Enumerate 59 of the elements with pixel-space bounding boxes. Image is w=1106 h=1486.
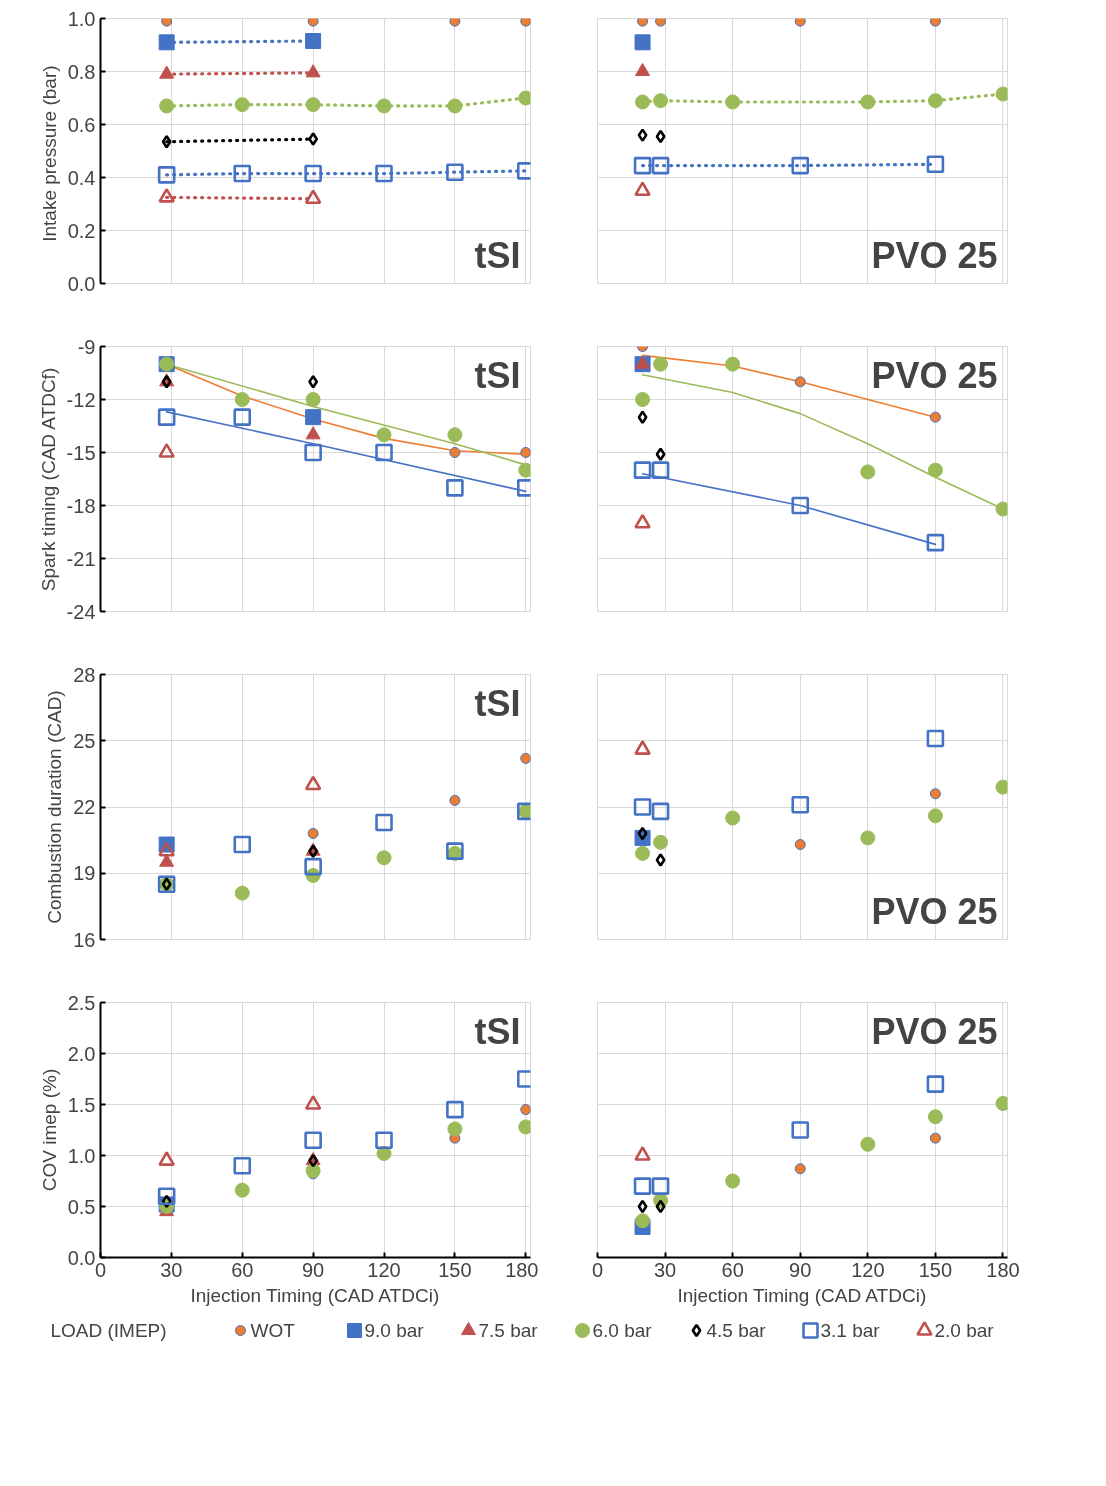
legend-label: 9.0 bar bbox=[364, 1320, 425, 1341]
y-tick-label: 0.0 bbox=[67, 1246, 96, 1269]
x-tick-label: 180 bbox=[505, 1258, 539, 1281]
y-tick-label: 0.8 bbox=[67, 60, 96, 83]
legend-label: 7.5 bar bbox=[478, 1320, 539, 1341]
y-tick-label: 25 bbox=[73, 729, 96, 752]
x-tick-label: 30 bbox=[160, 1258, 183, 1281]
x-tick-label: 90 bbox=[789, 1258, 812, 1281]
y-tick-label: -24 bbox=[66, 600, 96, 623]
y-tick-label: 0.4 bbox=[67, 166, 96, 189]
annotation: PVO 25 bbox=[871, 354, 998, 396]
y-axis-title: Spark timing (CAD ATDCf) bbox=[37, 367, 59, 592]
y-tick-label: 1.0 bbox=[67, 7, 96, 30]
y-tick-label: 0.5 bbox=[67, 1195, 96, 1218]
y-tick-label: 16 bbox=[73, 928, 96, 951]
x-tick-label: 120 bbox=[851, 1258, 885, 1281]
x-tick-label: 150 bbox=[438, 1258, 472, 1281]
annotation: tSI bbox=[474, 1010, 521, 1052]
y-tick-label: -9 bbox=[77, 335, 96, 358]
annotation: PVO 25 bbox=[871, 234, 998, 276]
legend-label: 6.0 bar bbox=[592, 1320, 653, 1341]
x-tick-label: 30 bbox=[653, 1258, 677, 1281]
legend-label: 3.1 bar bbox=[820, 1320, 881, 1341]
y-axis-title: Combustion duration (CAD) bbox=[44, 690, 66, 924]
legend-label: 2.0 bar bbox=[934, 1320, 995, 1341]
x-tick-label: 120 bbox=[367, 1258, 401, 1281]
legend-label: WOT bbox=[250, 1320, 296, 1341]
x-axis-title: Injection Timing (CAD ATDCi) bbox=[677, 1284, 927, 1306]
x-tick-label: 180 bbox=[986, 1258, 1020, 1281]
x-axis-title: Injection Timing (CAD ATDCi) bbox=[190, 1284, 440, 1306]
x-tick-label: 0 bbox=[591, 1258, 604, 1281]
y-tick-label: 0.0 bbox=[67, 272, 96, 295]
x-tick-label: 150 bbox=[918, 1258, 953, 1281]
legend-title: LOAD (IMEP) bbox=[50, 1320, 167, 1341]
y-tick-label: 22 bbox=[73, 796, 96, 818]
y-tick-label: -18 bbox=[66, 494, 96, 517]
legend-label: 4.5 bar bbox=[706, 1320, 767, 1341]
y-axis-title: Intake pressure (bar) bbox=[38, 65, 60, 242]
x-tick-label: 60 bbox=[231, 1258, 254, 1281]
y-tick-label: 0.6 bbox=[67, 113, 96, 136]
x-tick-label: 0 bbox=[94, 1258, 107, 1281]
y-tick-label: -12 bbox=[66, 388, 96, 411]
y-tick-label: 1.0 bbox=[67, 1144, 96, 1167]
y-tick-label: 1.5 bbox=[67, 1093, 96, 1116]
y-tick-label: 28 bbox=[73, 663, 96, 686]
x-tick-label: 60 bbox=[721, 1258, 744, 1281]
annotation: tSI bbox=[474, 682, 521, 724]
y-tick-label: 2.5 bbox=[67, 991, 96, 1014]
y-tick-label: -15 bbox=[66, 441, 96, 464]
y-tick-label: 2.0 bbox=[67, 1042, 96, 1065]
annotation: tSI bbox=[474, 354, 521, 396]
annotation: tSI bbox=[474, 234, 521, 276]
y-axis-title: COV imep (%) bbox=[38, 1068, 60, 1192]
annotation: PVO 25 bbox=[871, 890, 998, 932]
y-tick-label: 0.2 bbox=[67, 219, 96, 242]
y-tick-label: -21 bbox=[66, 547, 96, 570]
x-tick-label: 90 bbox=[302, 1258, 325, 1281]
y-tick-label: 19 bbox=[73, 862, 96, 885]
annotation: PVO 25 bbox=[871, 1010, 998, 1052]
